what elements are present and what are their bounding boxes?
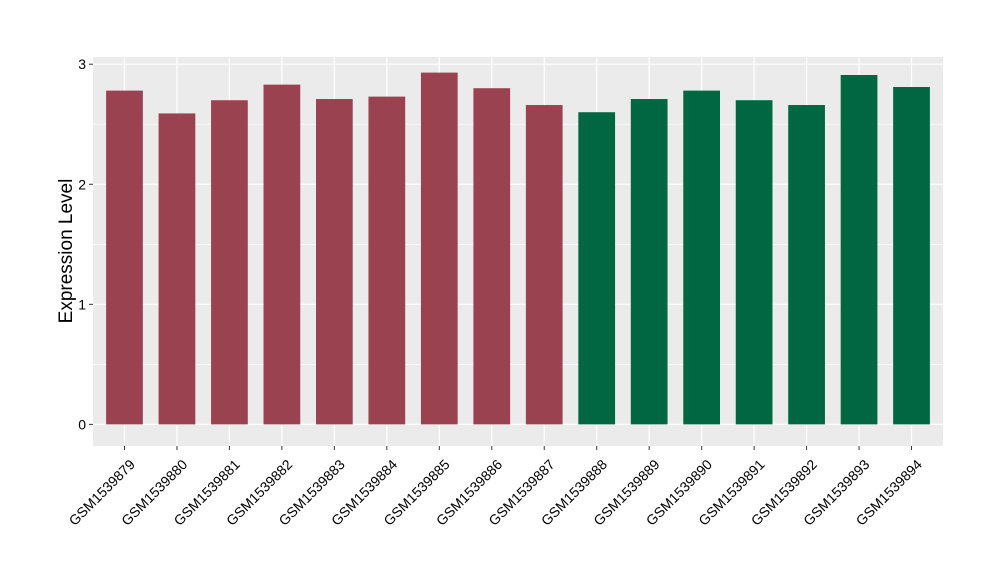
bar	[315, 99, 353, 425]
y-axis-title: Expression Level	[56, 179, 77, 324]
bar	[840, 75, 878, 425]
bar	[683, 90, 721, 425]
bar	[211, 100, 248, 425]
bar	[263, 84, 301, 425]
bar	[106, 90, 143, 425]
x-axis: GSM1539879GSM1539880GSM1539881GSM1539882…	[66, 446, 925, 529]
bar	[893, 87, 930, 425]
bar	[735, 100, 773, 425]
bar	[525, 105, 563, 425]
y-tick-label: 2	[78, 176, 86, 192]
bar	[788, 105, 825, 425]
y-axis: 0 1 2 3	[78, 56, 93, 432]
bar	[420, 72, 458, 425]
bar	[473, 88, 511, 425]
bars	[106, 72, 930, 425]
y-tick-label: 1	[78, 296, 86, 312]
y-tick-label: 0	[78, 416, 86, 432]
bar	[578, 112, 616, 425]
bar	[158, 113, 196, 425]
y-tick-label: 3	[78, 56, 86, 72]
bar	[630, 99, 668, 425]
bar	[368, 96, 406, 425]
